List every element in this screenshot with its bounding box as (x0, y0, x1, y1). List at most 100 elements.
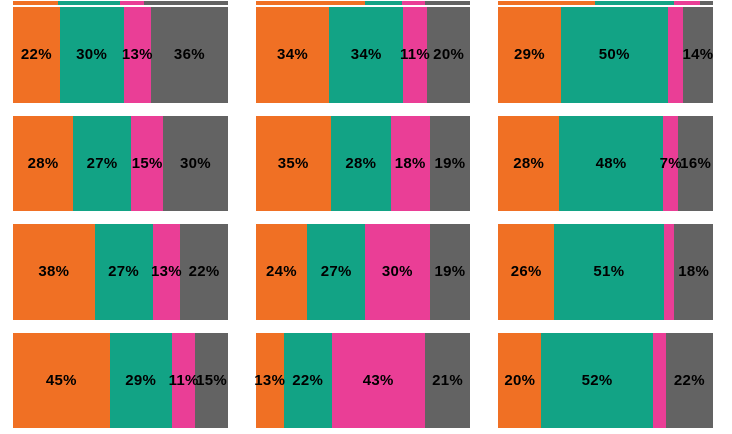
bar-segment-gray: 20% (426, 7, 471, 103)
segment-value-label: 15% (131, 154, 163, 172)
segment-value-label: 22% (20, 46, 52, 64)
bar-segment-gray: 19% (429, 115, 471, 211)
segment-value-label: 24% (265, 263, 297, 281)
stacked-bar-r4c2: 13% 22% 43% 21% (254, 332, 471, 428)
bar-segment-teal: 48% (559, 115, 664, 211)
bar-segment-gray: 16% (678, 115, 713, 211)
bar-segment-orange: 38% (13, 224, 95, 320)
segment-value-label: 11% (399, 46, 431, 64)
bar-segment-pink: 13% (151, 224, 182, 320)
bar-segment-gray: 36% (151, 7, 228, 103)
bar-segment-teal (365, 1, 402, 5)
segment-value-label: 27% (86, 154, 118, 172)
bar-segment-orange: 24% (255, 224, 308, 320)
bar-segment-pink: 15% (131, 115, 164, 211)
bar-segment-pink: 18% (390, 115, 430, 211)
segment-value-label: 14% (682, 46, 714, 64)
segment-value-label: 15% (196, 371, 228, 389)
stacked-bar-r3c3: 26% 51% 18% (498, 224, 713, 320)
bar-segment-gray: 14% (683, 7, 713, 103)
bar-segment-teal: 28% (330, 115, 391, 211)
stacked-bar-r2c3: 28% 48% 7% 16% (498, 115, 713, 211)
segment-value-label: 28% (513, 154, 545, 172)
segment-value-label: 21% (432, 371, 464, 389)
bar-segment-orange: 26% (498, 224, 555, 320)
bar-segment-pink (401, 1, 426, 5)
bar-segment-orange: 28% (498, 115, 560, 211)
bar-segment-teal: 27% (94, 224, 153, 320)
segment-value-label: 22% (188, 263, 220, 281)
bar-segment-pink: 43% (331, 332, 425, 428)
segment-value-label: 11% (168, 371, 199, 389)
bar-segment-orange: 22% (13, 7, 60, 103)
segment-value-label: 34% (350, 46, 382, 64)
segment-value-label: 38% (38, 263, 70, 281)
segment-value-label: 51% (593, 263, 625, 281)
segment-value-label: 45% (45, 371, 77, 389)
segment-value-label: 26% (510, 263, 542, 281)
segment-value-label: 48% (595, 154, 627, 172)
bar-segment-gray (700, 1, 713, 5)
bar-segment-pink: 7% (660, 115, 682, 211)
stacked-bar-r1c2: 34% 34% 11% 20% (255, 7, 471, 103)
segment-value-label: 20% (504, 371, 536, 389)
bar-segment-teal: 52% (541, 332, 653, 428)
segment-value-label: 30% (381, 263, 413, 281)
segment-value-label: 29% (513, 46, 545, 64)
bar-segment-orange: 13% (254, 332, 286, 428)
bar-segment-gray: 15% (195, 332, 228, 428)
bar-segment-orange (13, 1, 59, 5)
segment-value-label: 18% (678, 263, 710, 281)
segment-value-label: 13% (254, 371, 286, 389)
bar-segment-teal: 27% (73, 115, 132, 211)
segment-value-label: 16% (680, 154, 712, 172)
stacked-bar-r4c1: 45% 29% 11% 15% (13, 332, 228, 428)
bar-segment-gray: 22% (665, 332, 713, 428)
segment-value-label: 13% (121, 46, 153, 64)
bar-segment-gray: 30% (163, 115, 228, 211)
segment-value-label: 27% (108, 263, 139, 281)
bar-segment-pink (674, 1, 701, 5)
segment-value-label: 19% (434, 154, 466, 172)
segment-value-label: 13% (151, 263, 182, 281)
cropped-bar-c3 (498, 1, 713, 5)
segment-value-label: 19% (434, 263, 466, 281)
segment-value-label: 30% (179, 154, 211, 172)
stacked-bar-r1c1: 22% 30% 13% 36% (13, 7, 228, 103)
bar-segment-teal: 50% (560, 7, 668, 103)
cropped-bar-c2 (255, 1, 471, 5)
bar-segment-orange: 29% (498, 7, 561, 103)
bar-segment-gray (143, 1, 228, 5)
stacked-bar-r2c2: 35% 28% 18% 19% (255, 115, 471, 211)
segment-value-label: 50% (598, 46, 630, 64)
bar-segment-teal: 51% (554, 224, 664, 320)
bar-segment-gray: 21% (424, 332, 471, 428)
segment-value-label: 18% (394, 154, 426, 172)
stacked-bar-r3c1: 38% 27% 13% 22% (13, 224, 228, 320)
segment-value-label: 35% (277, 154, 309, 172)
bar-segment-pink: 11% (168, 332, 199, 428)
stacked-bar-r1c3: 29% 50% 14% (498, 7, 713, 103)
bar-segment-orange: 45% (13, 332, 110, 428)
bar-segment-teal: 27% (307, 224, 366, 320)
bar-segment-gray: 22% (180, 224, 228, 320)
bar-segment-orange: 28% (13, 115, 74, 211)
bar-segment-gray: 18% (674, 224, 713, 320)
cropped-bar-c1 (13, 1, 228, 5)
bar-segment-teal: 30% (59, 7, 124, 103)
bar-segment-pink: 30% (365, 224, 430, 320)
bar-segment-orange: 35% (255, 115, 331, 211)
bar-segment-pink (663, 224, 675, 320)
bar-segment-gray (425, 1, 471, 5)
stacked-bar-r3c2: 24% 27% 30% 19% (255, 224, 471, 320)
segment-value-label: 22% (292, 371, 324, 389)
segment-value-label: 22% (673, 371, 705, 389)
segment-value-label: 30% (76, 46, 108, 64)
bar-segment-orange: 34% (255, 7, 330, 103)
segment-value-label: 43% (362, 371, 394, 389)
segment-value-label: 29% (125, 371, 157, 389)
bar-segment-teal (594, 1, 675, 5)
bar-segment-teal: 34% (329, 7, 404, 103)
bar-segment-orange: 20% (498, 332, 542, 428)
